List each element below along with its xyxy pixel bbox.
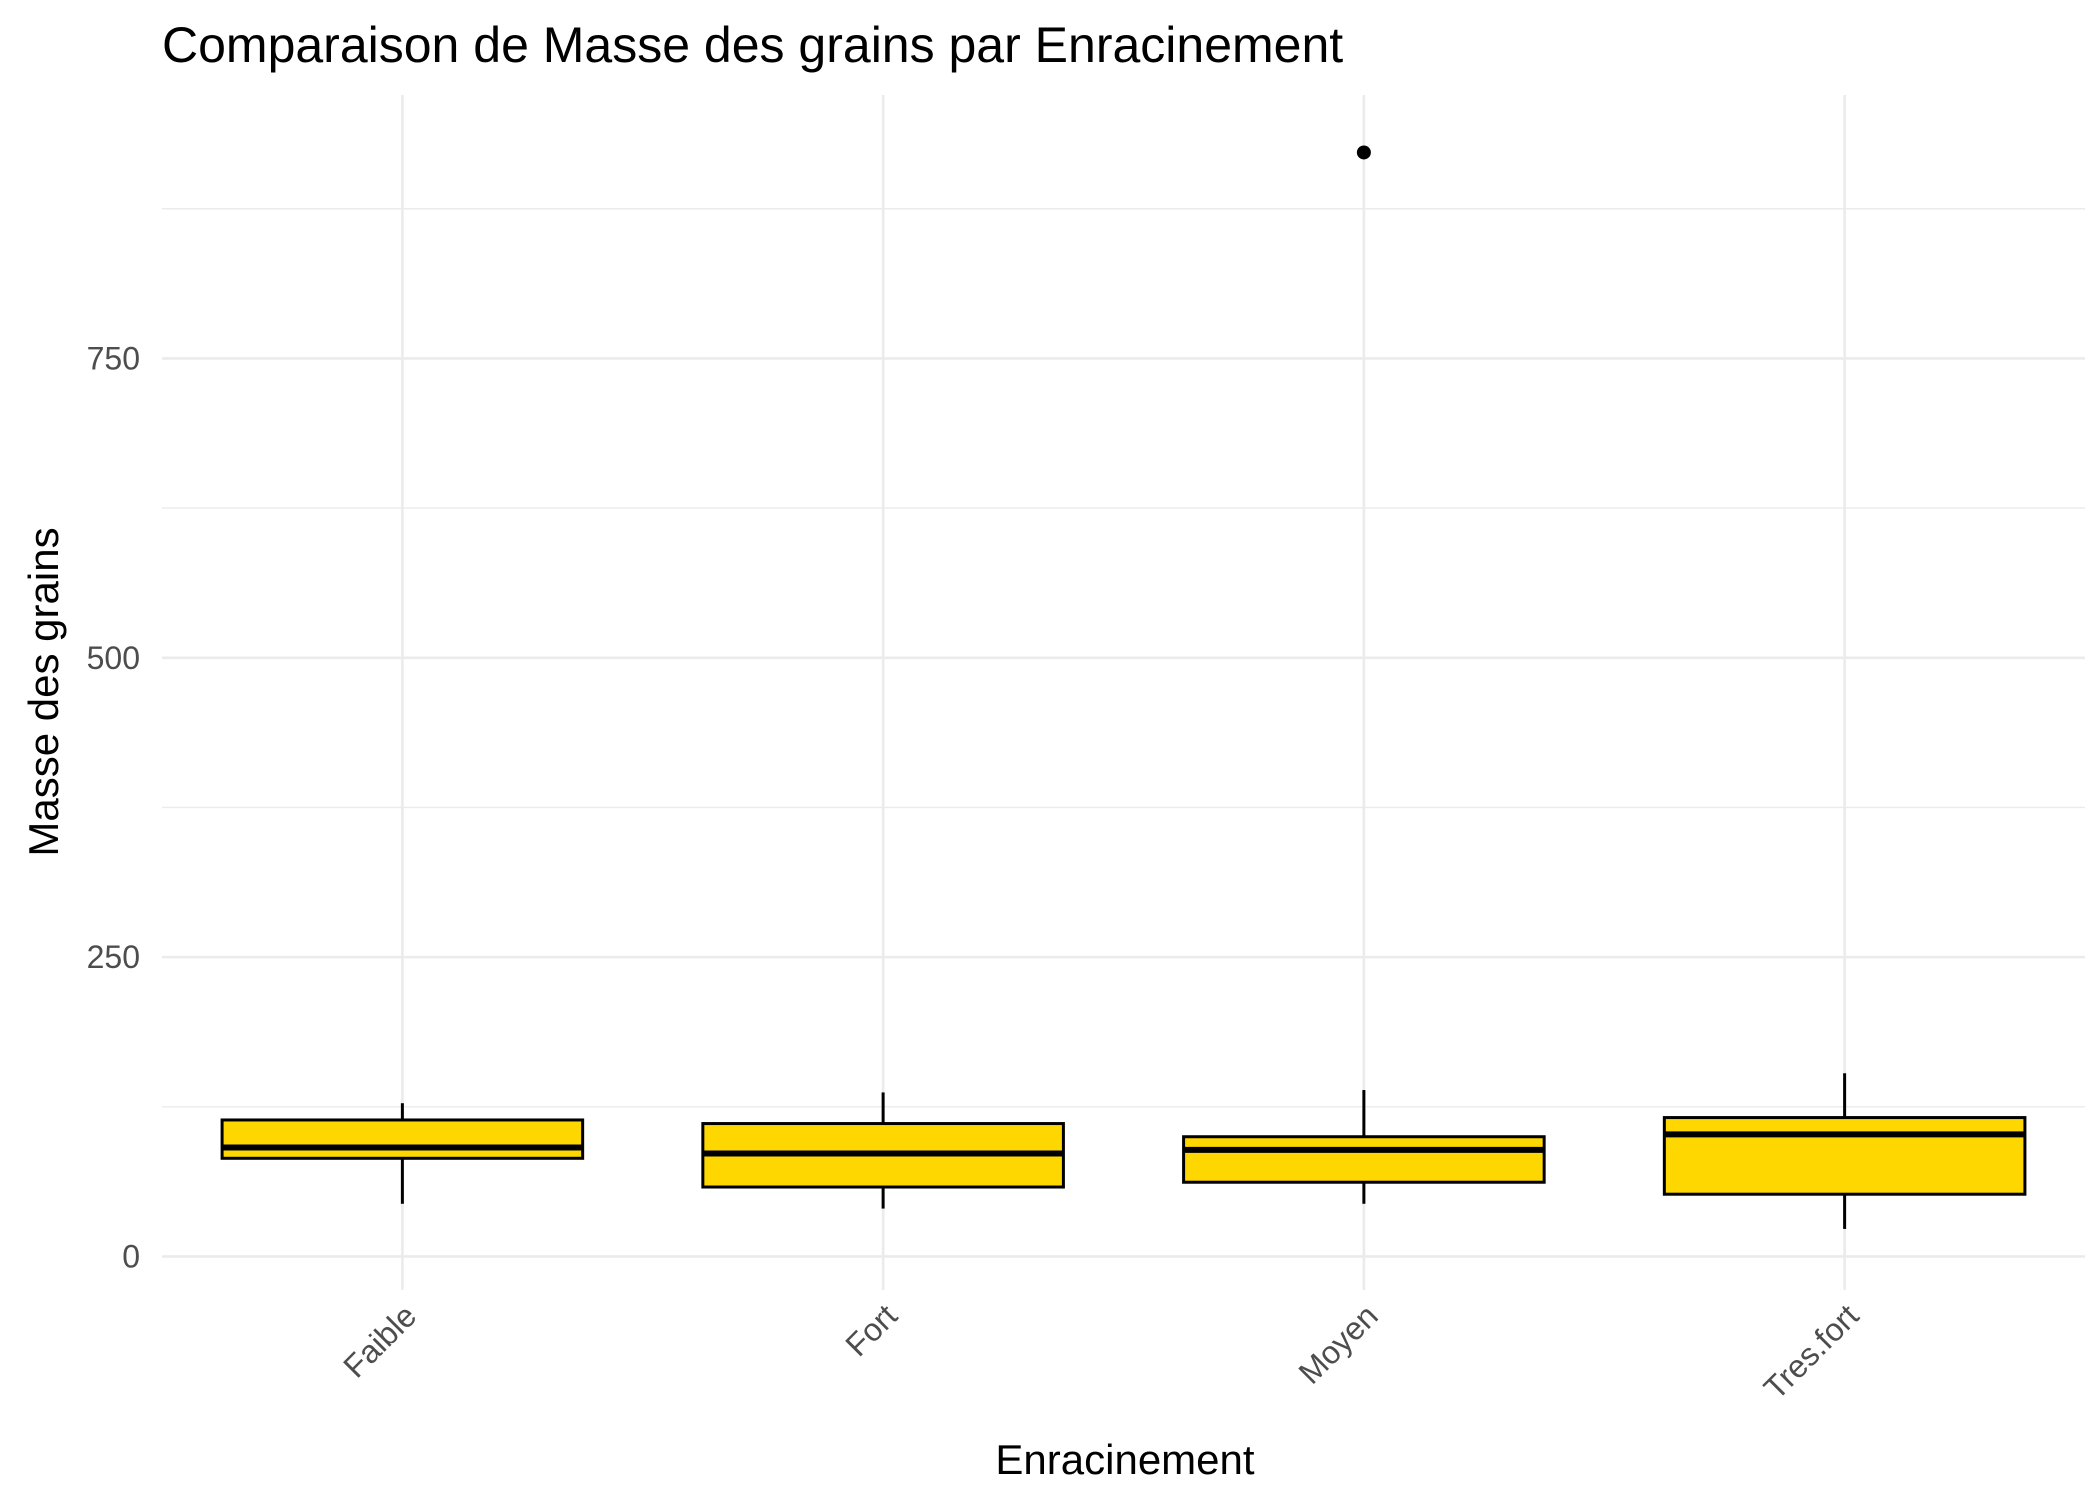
- box-tres-fort: [1662, 1073, 2027, 1229]
- chart-title: Comparaison de Masse des grains par Enra…: [162, 17, 1343, 73]
- box-iqr: [220, 1118, 585, 1160]
- box-fort: [701, 1092, 1065, 1209]
- box-faible: [220, 1103, 585, 1204]
- box-iqr: [1662, 1116, 2027, 1196]
- grid: [162, 95, 2085, 1290]
- box-iqr: [1182, 1135, 1546, 1184]
- y-axis-title: Masse des grains: [20, 527, 67, 856]
- boxes: [220, 145, 2027, 1229]
- y-tick-label: 0: [122, 1238, 140, 1274]
- x-axis-title: Enracinement: [995, 1436, 1254, 1483]
- x-tick-label: Moyen: [1291, 1297, 1384, 1390]
- box-moyen: [1182, 145, 1546, 1204]
- y-tick-label: 500: [87, 640, 140, 676]
- x-tick-label: Faible: [336, 1297, 423, 1384]
- x-axis-ticks: Faible Fort Moyen Tres.fort: [336, 1297, 1865, 1406]
- y-tick-label: 750: [87, 340, 140, 376]
- x-tick-label: Tres.fort: [1757, 1297, 1866, 1406]
- x-tick-label: Fort: [838, 1297, 904, 1363]
- outlier-point: [1356, 145, 1371, 160]
- y-tick-label: 250: [87, 939, 140, 975]
- y-axis-ticks: 0 250 500 750: [87, 340, 140, 1274]
